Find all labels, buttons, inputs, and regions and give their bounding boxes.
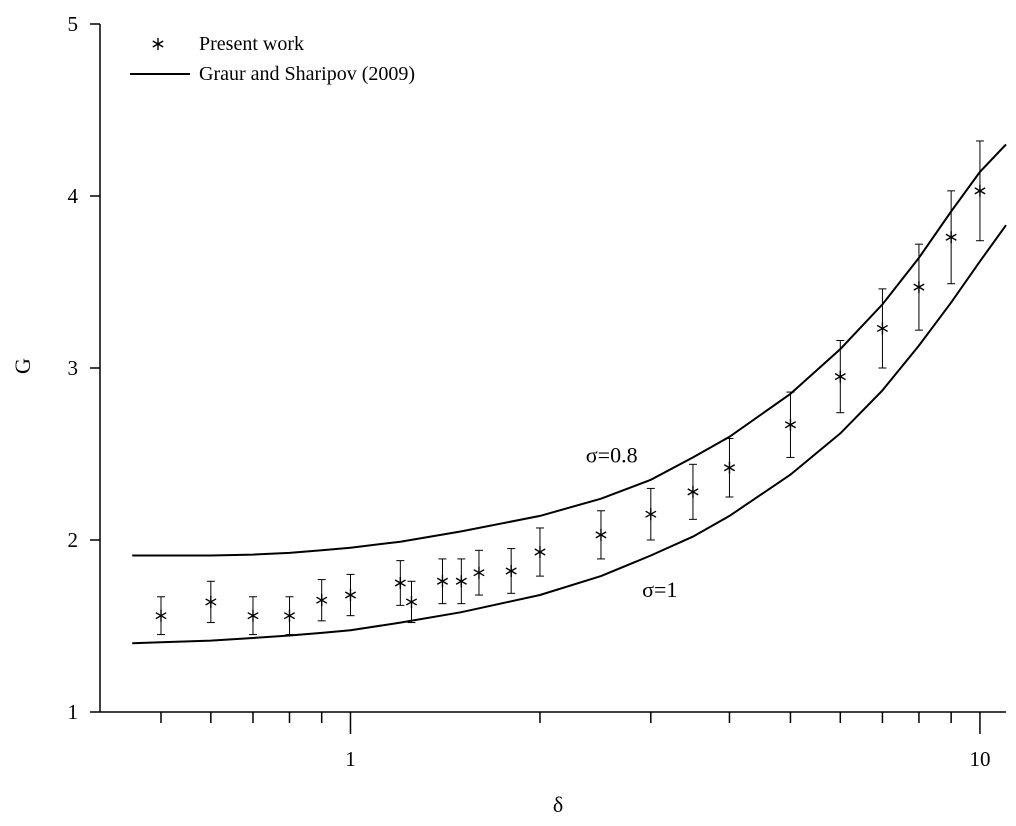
asterisk-stroke	[913, 283, 925, 291]
data-point	[645, 487, 657, 541]
legend: Present work Graur and Sharipov (2009)	[130, 33, 415, 85]
data-point	[155, 596, 167, 636]
data-point	[247, 596, 259, 636]
series-line	[132, 224, 1007, 645]
asterisk-stroke	[247, 612, 259, 620]
point-marker	[205, 595, 217, 608]
series-line	[132, 143, 1007, 557]
curves	[132, 143, 1007, 645]
data-point	[834, 339, 846, 414]
point-marker	[247, 609, 259, 622]
point-marker	[913, 281, 925, 294]
asterisk-stroke	[834, 372, 846, 381]
asterisk-stroke	[784, 421, 797, 429]
curve-annotation: σ=1	[642, 577, 677, 602]
point-marker	[595, 528, 607, 541]
asterisk-stroke	[316, 596, 328, 604]
data-point	[723, 438, 736, 498]
asterisk-stroke	[344, 591, 357, 599]
point-marker	[405, 595, 418, 608]
data-point	[974, 140, 986, 242]
y-tick-label: 5	[68, 12, 79, 36]
point-marker	[534, 546, 546, 559]
legend-label: Graur and Sharipov (2009)	[199, 63, 415, 85]
data-point	[205, 580, 217, 624]
asterisk-stroke	[152, 40, 164, 48]
data-point	[473, 549, 485, 596]
data-point	[784, 391, 797, 458]
legend-label: Present work	[199, 33, 304, 55]
asterisk-stroke	[455, 577, 467, 585]
asterisk-stroke	[723, 464, 736, 472]
axes	[99, 24, 1006, 713]
asterisk-stroke	[534, 548, 546, 556]
point-marker	[155, 609, 167, 622]
data-point	[394, 560, 406, 606]
point-marker	[436, 575, 449, 588]
point-marker	[645, 508, 657, 521]
data-point	[913, 243, 925, 331]
point-marker	[876, 322, 889, 335]
annotations: σ=0.8 σ=1	[586, 443, 678, 602]
x-tick-label: 1	[345, 747, 356, 771]
point-marker	[473, 566, 485, 579]
asterisk-stroke	[945, 233, 957, 241]
point-marker	[723, 461, 736, 474]
asterisk-stroke	[394, 579, 406, 587]
asterisk-stroke	[473, 569, 485, 577]
data-point	[505, 548, 517, 594]
point-marker	[344, 589, 357, 602]
asterisk-stroke	[405, 598, 418, 606]
data-point	[405, 580, 418, 624]
y-axis-label: G	[10, 358, 35, 374]
y-tick-label: 1	[68, 700, 79, 724]
data-point	[687, 463, 699, 520]
point-marker	[316, 594, 328, 607]
point-marker	[974, 184, 986, 197]
point-marker	[283, 609, 296, 622]
data-point	[876, 288, 889, 369]
asterisk-stroke	[687, 488, 699, 496]
asterisk-stroke	[205, 598, 217, 606]
data-point	[344, 573, 357, 617]
asterisk-stroke	[436, 577, 449, 585]
asterisk-stroke	[645, 510, 657, 518]
asterisk-stroke	[876, 324, 889, 333]
data-point	[316, 579, 328, 622]
data-point	[455, 558, 467, 605]
x-tick-label: 10	[969, 747, 990, 771]
x-ticks: 1 10	[160, 712, 990, 771]
point-marker	[394, 577, 406, 589]
point-marker	[834, 370, 846, 383]
y-tick-label: 4	[68, 184, 79, 208]
asterisk-stroke	[595, 531, 607, 539]
data-point	[595, 510, 607, 560]
asterisk-stroke	[974, 187, 986, 195]
y-tick-label: 3	[68, 356, 79, 380]
data-point	[945, 190, 957, 285]
point-marker	[455, 575, 467, 588]
point-marker	[945, 231, 957, 244]
asterisk-stroke	[505, 567, 517, 575]
data-point	[436, 558, 449, 605]
y-ticks: 1 2 3 4 5	[68, 12, 100, 724]
asterisk-stroke	[155, 612, 167, 620]
curve-annotation: σ=0.8	[586, 443, 638, 468]
x-axis-label: δ	[553, 792, 563, 817]
points	[155, 140, 986, 636]
data-point	[283, 596, 296, 636]
data-point	[534, 527, 546, 577]
point-marker	[505, 564, 517, 577]
legend-marker-asterisk	[152, 38, 164, 50]
asterisk-stroke	[283, 612, 296, 620]
y-tick-label: 2	[68, 528, 79, 552]
point-marker	[687, 485, 699, 498]
point-marker	[784, 418, 797, 431]
